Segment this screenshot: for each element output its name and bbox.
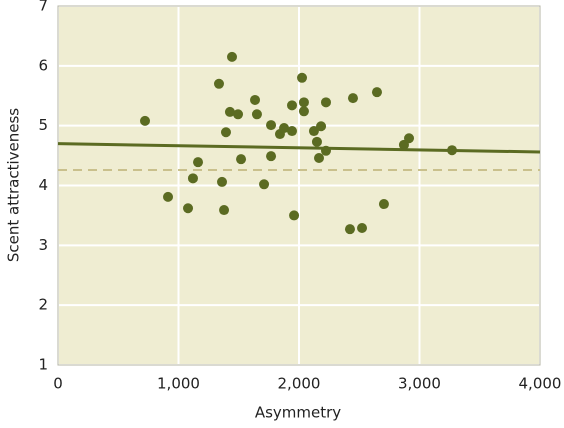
y-tick-label: 5 — [38, 116, 48, 134]
data-point — [224, 106, 235, 117]
y-axis-label: Scent attractiveness — [5, 108, 23, 262]
data-point — [344, 224, 355, 235]
data-point — [266, 120, 277, 131]
data-point — [193, 157, 204, 168]
data-point — [233, 109, 244, 120]
data-point — [140, 115, 151, 126]
data-point — [250, 94, 261, 105]
data-point — [236, 154, 247, 165]
data-point — [298, 97, 309, 108]
y-tick-label: 3 — [38, 236, 48, 254]
data-point — [287, 126, 298, 137]
y-tick-label: 6 — [38, 56, 48, 74]
x-tick-label: 4,000 — [519, 375, 562, 393]
y-tick-label: 1 — [38, 356, 48, 374]
plot-frame — [57, 5, 541, 366]
data-point — [357, 222, 368, 233]
data-point — [347, 93, 358, 104]
data-point — [404, 133, 415, 144]
data-point — [297, 72, 308, 83]
y-tick-label: 4 — [38, 176, 48, 194]
data-point — [378, 199, 389, 210]
x-tick-label: 0 — [53, 375, 63, 393]
data-point — [220, 127, 231, 138]
data-point — [298, 106, 309, 117]
x-tick-label: 1,000 — [157, 375, 200, 393]
data-point — [320, 97, 331, 108]
data-point — [183, 203, 194, 214]
data-point — [227, 51, 238, 62]
x-tick-label: 2,000 — [278, 375, 321, 393]
data-point — [316, 121, 327, 132]
data-point — [289, 210, 300, 221]
x-tick-label: 3,000 — [398, 375, 441, 393]
data-point — [163, 191, 174, 202]
y-tick-label: 2 — [38, 296, 48, 314]
data-point — [266, 151, 277, 162]
data-point — [259, 179, 270, 190]
data-point — [251, 109, 262, 120]
data-point — [279, 123, 290, 134]
data-point — [308, 126, 319, 137]
x-axis-label: Asymmetry — [255, 404, 341, 422]
data-point — [287, 100, 298, 111]
data-point — [213, 78, 224, 89]
data-point — [311, 136, 322, 147]
y-tick-label: 7 — [38, 0, 48, 15]
data-point — [187, 173, 198, 184]
data-point — [314, 152, 325, 163]
trend-line — [57, 142, 541, 154]
data-point — [219, 205, 230, 216]
data-point — [371, 87, 382, 98]
data-point — [217, 176, 228, 187]
